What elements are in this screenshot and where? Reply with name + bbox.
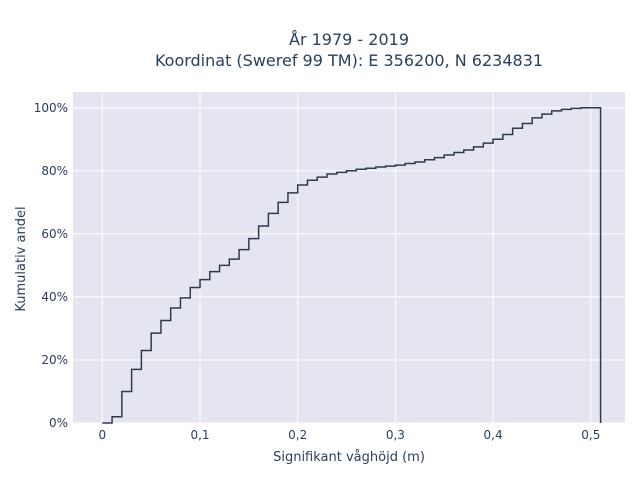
- x-tick-labels: 0 0,1 0,2 0,3 0,4 0,5: [98, 428, 600, 442]
- chart-title-line2: Koordinat (Sweref 99 TM): E 356200, N 62…: [155, 51, 543, 70]
- chart-title-line1: År 1979 - 2019: [289, 30, 409, 49]
- x-tick-label: 0,1: [190, 428, 209, 442]
- x-tick-label: 0,5: [581, 428, 600, 442]
- y-tick-labels: 0% 20% 40% 60% 80% 100%: [34, 101, 68, 430]
- x-tick-label: 0: [98, 428, 106, 442]
- y-tick-label: 0%: [49, 416, 68, 430]
- cumulative-step-line: [102, 107, 602, 424]
- y-axis-title: Kumulativ andel: [14, 206, 29, 311]
- y-tick-label: 80%: [41, 164, 68, 178]
- y-tick-label: 20%: [41, 353, 68, 367]
- y-tick-label: 40%: [41, 290, 68, 304]
- x-tick-label: 0,4: [484, 428, 503, 442]
- plot-area: [73, 92, 625, 423]
- y-tick-label: 60%: [41, 227, 68, 241]
- x-axis-title: Signifikant våghöjd (m): [273, 450, 425, 465]
- y-tick-label: 100%: [34, 101, 68, 115]
- x-tick-label: 0,3: [386, 428, 405, 442]
- x-tick-label: 0,2: [288, 428, 307, 442]
